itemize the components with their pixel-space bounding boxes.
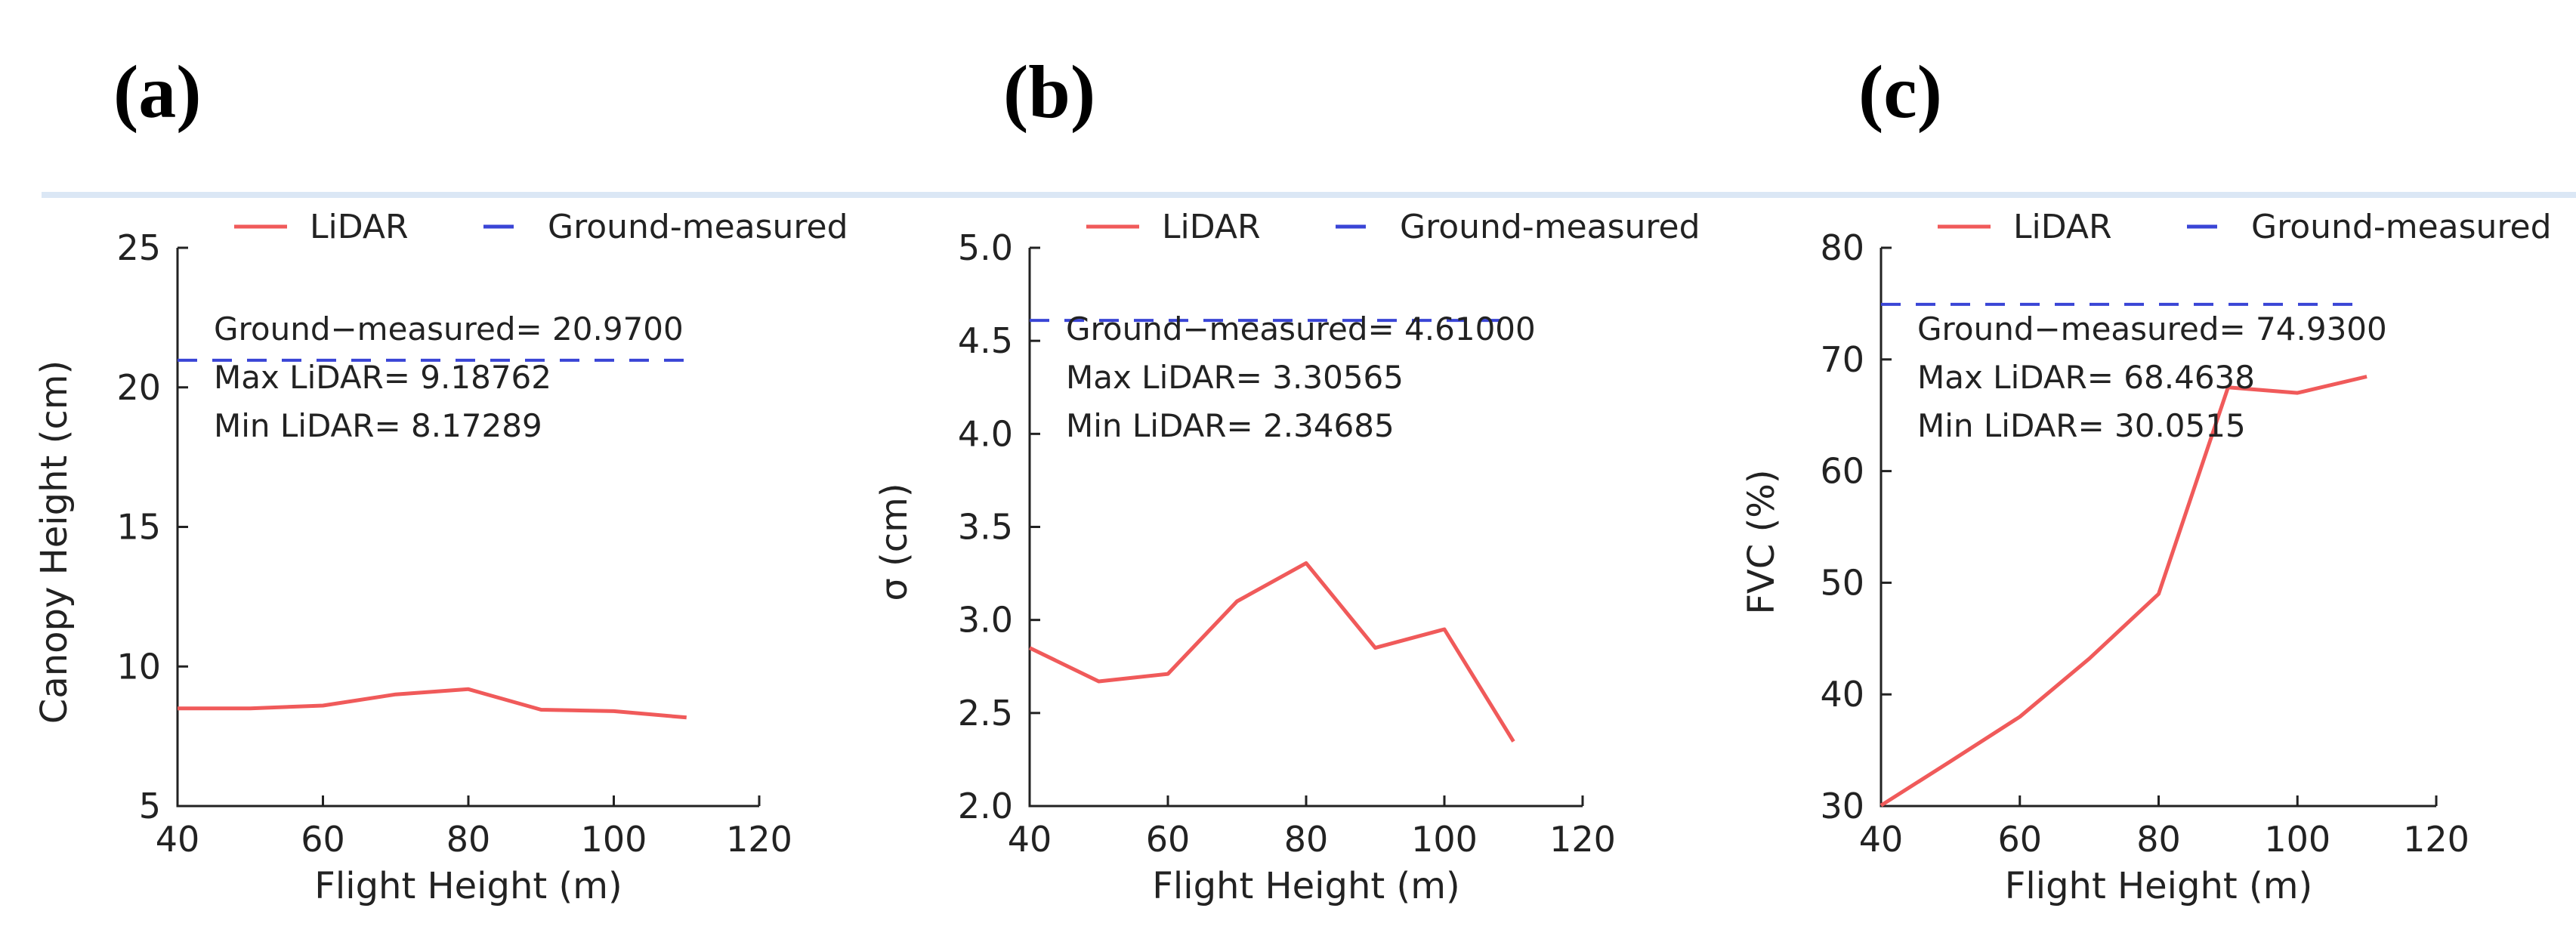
panel-label: (c) [1858,50,1942,134]
lidar-series-line [178,687,687,720]
x-tick-label: 100 [1411,819,1478,860]
annotation-text: Min LiDAR= 30.0515 [1917,407,2246,444]
x-tick-label: 60 [1146,819,1191,860]
x-tick-label: 40 [1008,819,1052,860]
lidar-data-point [1304,561,1308,565]
y-tick-label: 30 [1820,786,1864,826]
lidar-data-point [539,708,543,712]
lidar-data-point [466,687,471,691]
x-tick-label: 40 [156,819,200,860]
lidar-data-point [248,706,252,711]
lidar-data-point [1512,740,1516,744]
lidar-data-point [612,709,616,713]
legend-lidar-label: LiDAR [1162,208,1261,246]
x-tick-label: 100 [2264,819,2330,860]
y-tick-label: 4.0 [958,413,1013,454]
legend: LiDAR Ground-measured [1938,208,2552,246]
lidar-data-point [684,715,689,720]
chart-panel-b: (b) 40 60 80 100 120 2.0 2.5 3.0 3.5 4.0 4.5 5.0 Flig… [873,50,1700,907]
lidar-series-line [1028,561,1515,743]
y-axis-title: FVC (%) [1740,469,1783,614]
y-tick-label: 50 [1820,562,1864,603]
y-tick-label: 15 [116,507,161,548]
y-tick-label: 20 [116,367,161,408]
annotation-text: Min LiDAR= 8.17289 [214,407,542,444]
x-tick-label: 100 [581,819,647,860]
legend-ground-label: Ground-measured [2251,208,2552,246]
y-tick-label: 5 [139,786,161,826]
annotation-text: Ground−measured= 4.61000 [1066,310,1536,347]
lidar-data-point [321,703,326,708]
x-axis-title: Flight Height (m) [1152,865,1459,907]
legend-lidar-label: LiDAR [310,208,409,246]
x-tick-label: 80 [1284,819,1329,860]
x-tick-label: 60 [301,819,345,860]
lidar-data-point [1027,646,1032,650]
x-axis-title: Flight Height (m) [314,865,622,907]
y-tick-label: 25 [116,227,161,268]
y-tick-label: 10 [116,646,161,687]
lidar-data-point [1948,759,1953,764]
legend: LiDAR Ground-measured [234,208,848,246]
x-axis-title: Flight Height (m) [2005,865,2312,907]
y-tick-label: 60 [1820,451,1864,492]
y-tick-label: 5.0 [958,227,1013,268]
lidar-data-point [2018,715,2022,719]
lidar-data-point [1879,803,1883,808]
x-tick-label: 80 [446,819,491,860]
lidar-data-point [2157,592,2161,596]
annotation-text: Max LiDAR= 68.4638 [1917,359,2255,396]
lidar-data-point [1373,646,1378,650]
x-tick-label: 40 [1859,819,1904,860]
lidar-data-point [2295,391,2300,395]
x-tick-label: 120 [1549,819,1616,860]
y-tick-label: 3.5 [958,507,1013,548]
y-tick-label: 3.0 [958,600,1013,641]
x-tick-label: 60 [1997,819,2042,860]
legend-ground-label: Ground-measured [548,208,848,246]
y-tick-label: 2.0 [958,786,1013,826]
lidar-data-point [394,692,398,697]
y-tick-label: 2.5 [958,693,1013,734]
legend: LiDAR Ground-measured [1086,208,1700,246]
lidar-data-point [1235,599,1240,604]
lidar-data-point [175,706,180,711]
y-axis-title: Canopy Height (cm) [33,360,76,724]
legend-lidar-label: LiDAR [2013,208,2112,246]
panels: (a) 40 60 80 100 120 5 10 15 20 25 Flight Height (m… [33,50,2552,907]
lidar-data-point [2364,375,2369,379]
lidar-series-line [1879,375,2368,808]
annotation-text: Ground−measured= 74.9300 [1917,310,2387,347]
y-tick-label: 4.5 [958,320,1013,361]
legend-ground-label: Ground-measured [1400,208,1700,246]
lidar-data-point [2087,656,2092,661]
x-tick-label: 120 [726,819,792,860]
x-tick-label: 120 [2403,819,2469,860]
panel-label: (a) [113,50,202,134]
panel-label: (b) [1003,50,1095,134]
annotation-text: Min LiDAR= 2.34685 [1066,407,1395,444]
lidar-data-point [1166,672,1170,676]
chart-panel-a: (a) 40 60 80 100 120 5 10 15 20 25 Flight Height (m… [33,50,848,907]
y-tick-label: 80 [1820,227,1864,268]
y-tick-label: 70 [1820,339,1864,380]
y-axis-title: σ (cm) [873,483,916,601]
lidar-data-point [1097,679,1101,684]
annotation-text: Max LiDAR= 9.18762 [214,359,551,396]
lidar-data-point [1442,627,1447,632]
y-tick-label: 40 [1820,674,1864,715]
annotation-text: Max LiDAR= 3.30565 [1066,359,1404,396]
x-tick-label: 80 [2136,819,2181,860]
annotation-text: Ground−measured= 20.9700 [214,310,684,347]
